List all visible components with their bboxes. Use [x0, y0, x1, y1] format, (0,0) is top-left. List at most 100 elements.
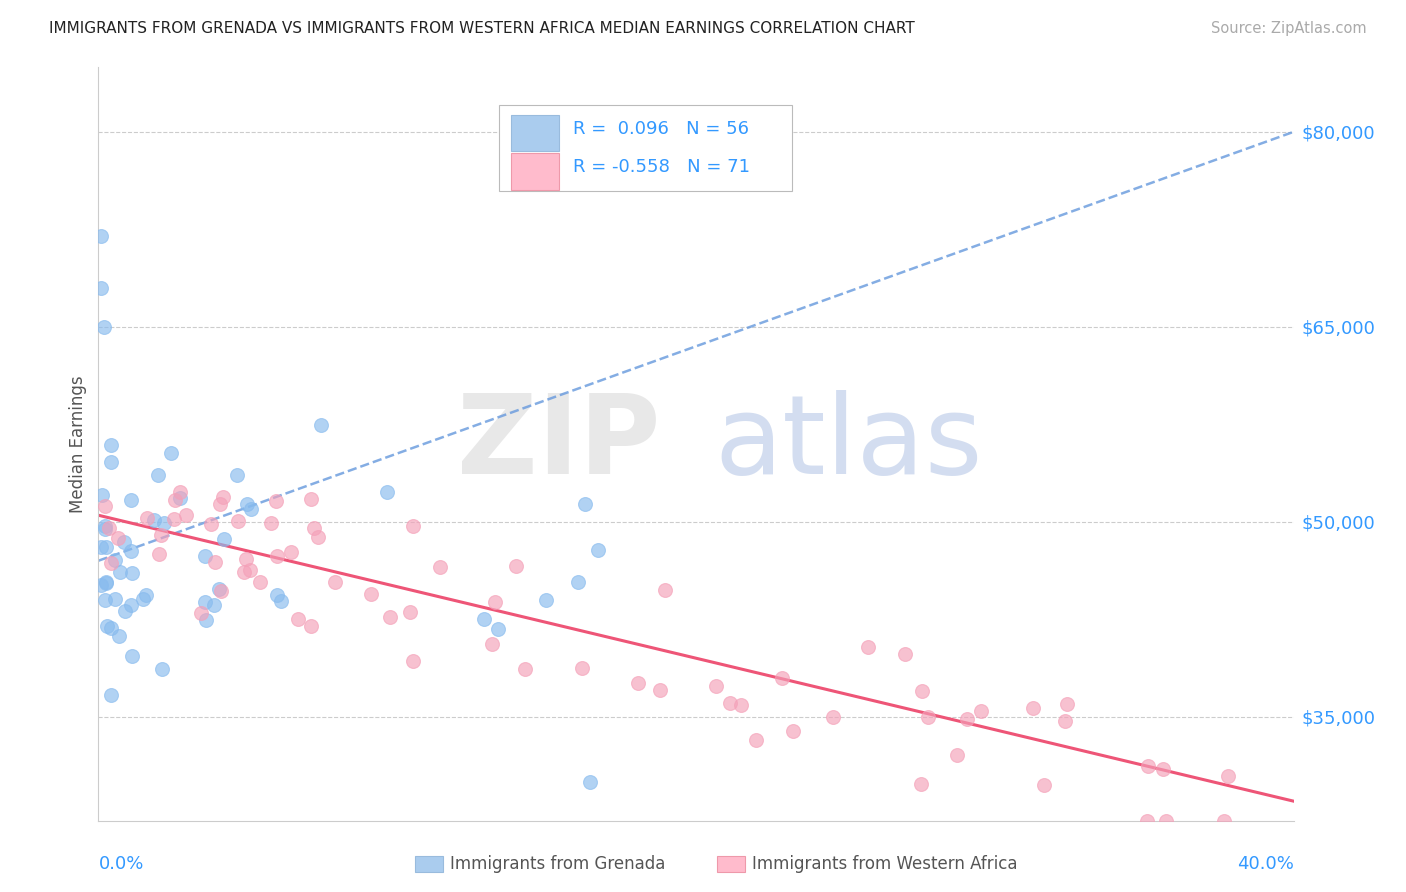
Point [94, 540, 117, 554]
Point [204, 555, 226, 569]
Y-axis label: Median Earnings: Median Earnings [69, 375, 87, 513]
Point [136, 510, 159, 524]
Point [287, 612, 309, 626]
Point [270, 593, 292, 607]
Point [1053, 714, 1076, 728]
Point [307, 530, 329, 544]
Point [146, 467, 169, 482]
Point [894, 647, 917, 661]
Point [169, 484, 191, 499]
Point [375, 485, 398, 500]
Point [323, 575, 346, 590]
Point [235, 551, 257, 566]
Point [100, 688, 122, 702]
Point [260, 516, 283, 530]
Point [704, 679, 727, 693]
Point [486, 622, 509, 636]
Point [280, 545, 302, 559]
Point [233, 565, 256, 579]
Point [917, 710, 939, 724]
Point [744, 732, 766, 747]
Point [90, 281, 112, 295]
Point [120, 543, 142, 558]
Point [200, 517, 222, 532]
Point [94, 500, 117, 514]
Point [202, 598, 225, 612]
Point [159, 446, 181, 460]
Text: Source: ZipAtlas.com: Source: ZipAtlas.com [1211, 21, 1367, 36]
Text: atlas: atlas [714, 391, 983, 497]
Text: R =  0.096   N = 56: R = 0.096 N = 56 [572, 120, 749, 138]
Point [120, 598, 142, 612]
Point [120, 493, 142, 508]
Point [96, 619, 118, 633]
Point [208, 582, 231, 596]
Point [946, 747, 969, 762]
Point [93, 319, 115, 334]
Point [1137, 758, 1160, 772]
Point [240, 502, 263, 516]
Point [302, 521, 325, 535]
Point [97, 521, 120, 535]
Point [730, 698, 752, 712]
Point [114, 603, 136, 617]
Text: Immigrants from Western Africa: Immigrants from Western Africa [752, 855, 1018, 873]
Point [135, 588, 157, 602]
Point [309, 417, 332, 432]
Point [90, 228, 112, 243]
Text: ZIP: ZIP [457, 391, 661, 497]
Text: R = -0.558   N = 71: R = -0.558 N = 71 [572, 158, 749, 176]
Point [648, 683, 671, 698]
Point [110, 565, 132, 579]
Point [94, 576, 117, 591]
Point [142, 513, 165, 527]
Point [100, 438, 122, 452]
Point [104, 591, 127, 606]
Point [823, 709, 845, 723]
Point [211, 490, 233, 504]
Point [969, 705, 991, 719]
Point [264, 494, 287, 508]
Point [152, 662, 174, 676]
Point [586, 543, 609, 558]
Point [654, 582, 676, 597]
Point [163, 512, 186, 526]
Point [770, 672, 793, 686]
Point [1032, 778, 1054, 792]
Point [567, 574, 589, 589]
Point [299, 619, 322, 633]
Point [169, 491, 191, 505]
Point [505, 558, 527, 573]
Point [239, 563, 262, 577]
FancyBboxPatch shape [499, 104, 792, 191]
FancyBboxPatch shape [510, 153, 558, 190]
Point [1216, 769, 1239, 783]
Point [165, 492, 187, 507]
Point [96, 575, 118, 590]
FancyBboxPatch shape [510, 115, 558, 152]
Text: IMMIGRANTS FROM GRENADA VS IMMIGRANTS FROM WESTERN AFRICA MEDIAN EARNINGS CORREL: IMMIGRANTS FROM GRENADA VS IMMIGRANTS FR… [49, 21, 915, 36]
Point [236, 497, 259, 511]
Point [1152, 763, 1174, 777]
Point [956, 712, 979, 726]
Point [107, 531, 129, 545]
Point [571, 661, 593, 675]
Point [104, 553, 127, 567]
Point [193, 595, 215, 609]
Point [195, 614, 218, 628]
Point [91, 487, 114, 501]
Point [1056, 698, 1078, 712]
Point [174, 508, 197, 522]
Point [782, 723, 804, 738]
Point [148, 547, 170, 561]
Point [153, 516, 176, 530]
Point [579, 774, 602, 789]
Point [150, 527, 173, 541]
Point [574, 497, 596, 511]
Point [474, 612, 496, 626]
Point [112, 535, 135, 549]
Point [484, 595, 506, 609]
Text: 0.0%: 0.0% [98, 855, 143, 872]
Point [910, 777, 932, 791]
Text: 40.0%: 40.0% [1237, 855, 1294, 872]
